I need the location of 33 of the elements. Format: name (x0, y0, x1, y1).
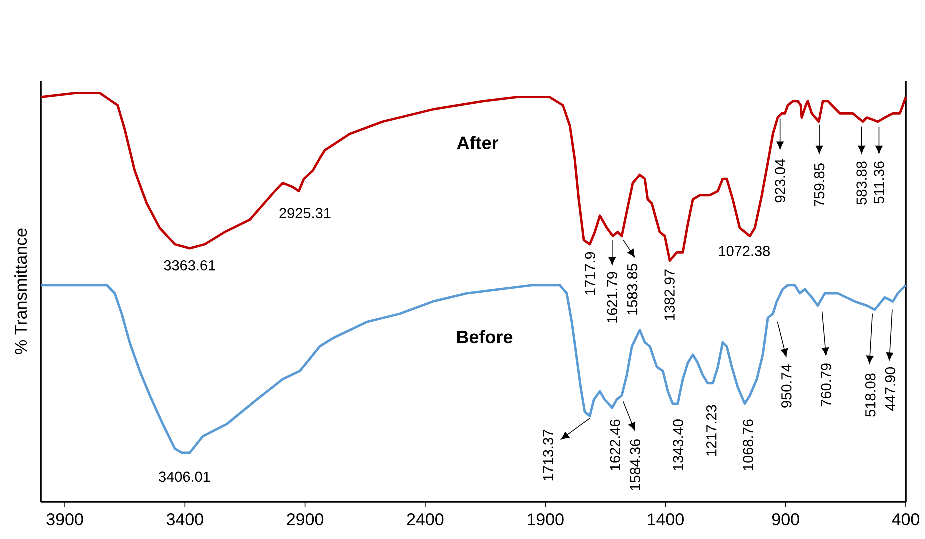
x-tick-label: 3400 (166, 514, 204, 526)
y-axis-title: % Transmittance (14, 228, 28, 354)
annotation: 759.85 (814, 164, 825, 207)
series-label: Before (457, 330, 513, 344)
annotation: 1584.36 (630, 440, 641, 490)
annotation: 3406.01 (159, 472, 210, 482)
annotation: 518.08 (865, 374, 876, 417)
x-tick-label: 2400 (407, 514, 444, 526)
annotation: 1382.97 (664, 270, 675, 320)
annotation: 1713.37 (543, 430, 554, 481)
annotation: 1717.9 (585, 252, 596, 295)
annotation: 1072.38 (719, 246, 770, 256)
annotation: 1068.76 (743, 420, 754, 470)
annotation: 1583.85 (627, 264, 638, 315)
annotation: 2925.31 (280, 208, 331, 218)
x-tick-label: 1400 (648, 514, 684, 526)
annotation: 511.36 (874, 162, 884, 204)
annotation: 1343.40 (673, 420, 684, 470)
annotation: 950.74 (782, 364, 792, 408)
annotation: 3363.61 (164, 260, 216, 271)
x-tick-label: 900 (772, 514, 800, 526)
annotation: 1217.23 (706, 405, 717, 456)
annotation: 583.88 (856, 162, 867, 205)
x-tick-label: 400 (892, 514, 920, 526)
annotation: 760.79 (821, 364, 832, 407)
annotation: 1621.79 (607, 272, 618, 323)
x-tick-label: 1900 (528, 514, 564, 526)
annotation: 1622.46 (610, 420, 620, 471)
annotation: 447.90 (885, 367, 896, 411)
x-tick-label: 3900 (46, 514, 84, 526)
annotation: 923.04 (775, 159, 786, 203)
x-tick-label: 2900 (287, 514, 324, 526)
series-label: After (457, 136, 499, 150)
